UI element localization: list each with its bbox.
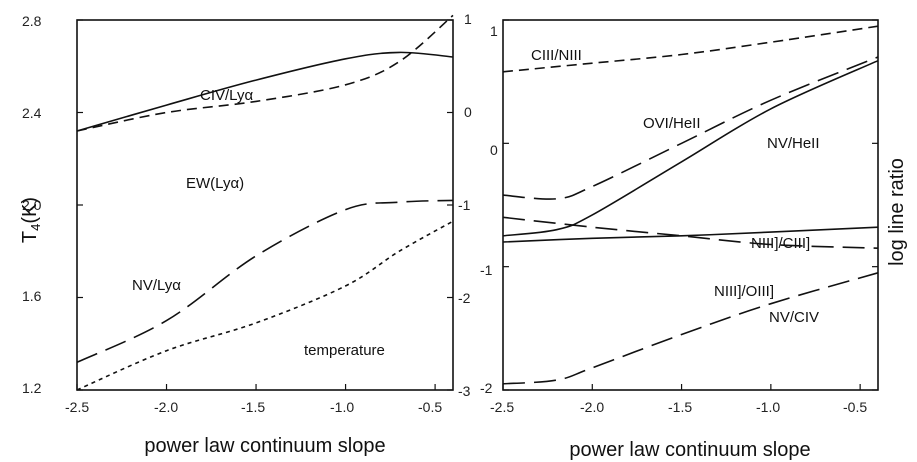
right-curve-ovi-heii (502, 56, 879, 200)
left-ytick-2.4: 2.4 (22, 105, 42, 121)
left-xtick-neg1.0: -1.0 (330, 399, 354, 415)
right-ytick-neg2: -2 (480, 380, 493, 396)
label-nv-lya: NV/Lyα (132, 277, 181, 294)
label-nv-civ: NV/CIV (769, 309, 819, 326)
right-xtick-neg2.0: -2.0 (580, 399, 604, 415)
left-x-axis-title: power law continuum slope (144, 435, 385, 457)
label-ew-lya: EW(Lyα) (186, 175, 244, 192)
left-ytick-1.2: 1.2 (22, 380, 42, 396)
right-ytick-0: 0 (490, 142, 498, 158)
right-x-axis-title: power law continuum slope (569, 439, 810, 461)
left-xtick-neg0.5: -0.5 (418, 399, 442, 415)
right-ytick-neg1: -1 (480, 262, 493, 278)
left-curve-civ-ly (76, 51, 454, 132)
left-curve-temperature (76, 220, 454, 391)
label-ciii-niii: CIII/NIII (531, 47, 582, 64)
right-y-axis-title: log line ratio (886, 158, 908, 266)
label-ovi-heii: OVI/HeII (643, 115, 701, 132)
right-xtick-neg1.0: -1.0 (756, 399, 780, 415)
right-curve-nv-civ (502, 272, 879, 385)
left-right-ytick-neg1: -1 (458, 197, 471, 213)
left-xtick-neg1.5: -1.5 (241, 399, 265, 415)
right-curve-nv-heii (502, 59, 879, 237)
left-curve-nv-ly (76, 199, 454, 364)
label-temperature: temperature (304, 342, 385, 359)
left-right-ytick-neg3: -3 (458, 383, 471, 399)
left-ytick-1.6: 1.6 (22, 288, 42, 304)
left-ytick-2.8: 2.8 (22, 13, 42, 29)
left-ytick-2.0: 2.0 (22, 197, 42, 213)
label-niii-ciii: NIII]/CIII] (751, 235, 810, 252)
right-panel: 1 0 -1 -2 -2.5 -2.0 -1.5 -1.0 -0.5 power… (480, 19, 908, 461)
label-civ-lya: CIV/Lyα (200, 87, 253, 104)
left-y-axis-title: T4(K) (19, 197, 43, 243)
left-right-ytick-1: 1 (464, 11, 472, 27)
right-xtick-neg2.5: -2.5 (490, 399, 514, 415)
left-xtick-neg2.0: -2.0 (154, 399, 178, 415)
label-niii-oiii: NIII]/OIII] (714, 283, 774, 300)
right-curve-niii-ciii (502, 226, 879, 243)
label-nv-heii: NV/HeII (767, 135, 820, 152)
left-curve-ew-ly (76, 14, 454, 132)
left-xtick-neg2.5: -2.5 (65, 399, 89, 415)
left-right-ytick-neg2: -2 (458, 290, 471, 306)
right-curve-niii-oiii (502, 216, 879, 249)
left-right-ytick-0: 0 (464, 104, 472, 120)
right-plot-frame (502, 19, 879, 391)
right-xtick-neg1.5: -1.5 (668, 399, 692, 415)
left-plot-frame (76, 19, 454, 391)
right-curve-ciii-niii (502, 25, 879, 73)
right-ytick-1: 1 (490, 23, 498, 39)
left-panel: 2.8 2.4 2.0 1.6 1.2 1 0 -1 -2 -3 -2.5 -2… (19, 11, 472, 457)
right-xtick-neg0.5: -0.5 (843, 399, 867, 415)
